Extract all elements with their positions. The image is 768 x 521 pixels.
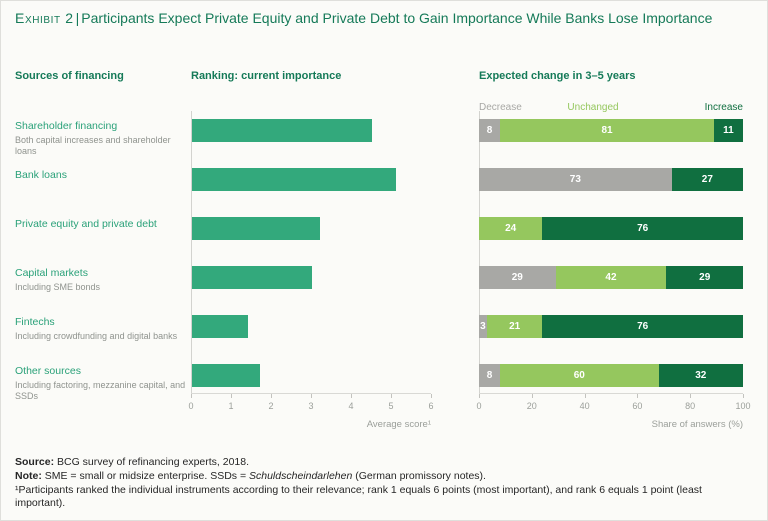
ranking-bar <box>192 217 320 240</box>
axis-tick-label: 20 <box>526 401 537 411</box>
axis-tick <box>431 394 432 398</box>
increase-segment: 11 <box>713 119 743 142</box>
unchanged-segment: 24 <box>479 217 543 240</box>
axis-tick-label: 3 <box>308 401 314 411</box>
axis-tick-label: 2 <box>268 401 274 411</box>
expected-chart: 8 81 11 73 27 24 76 29 42 29 3 21 76 8 60 32 0 20 40 60 80 10… <box>476 111 751 413</box>
axis-tick-label: 100 <box>735 401 751 411</box>
axis-tick <box>743 394 744 398</box>
source-name: Capital markets <box>15 267 88 279</box>
legend-increase: Increase <box>704 102 743 113</box>
source-description: Including factoring, mezzanine capital, … <box>15 380 186 401</box>
axis-tick <box>271 394 272 398</box>
source-name: Fintechs <box>15 316 55 328</box>
legend-decrease: Decrease <box>479 102 522 113</box>
increase-segment: 29 <box>666 266 743 289</box>
ranking-bar <box>192 315 248 338</box>
decrease-segment: 8 <box>479 119 501 142</box>
axis-tick-label: 80 <box>685 401 696 411</box>
source-name: Other sources <box>15 365 81 377</box>
note-label: Note: <box>15 469 42 482</box>
header-expected: Expected change in 3–5 years <box>479 70 636 82</box>
header-sources: Sources of financing <box>15 70 124 82</box>
increase-segment: 27 <box>671 168 743 191</box>
note-post: (German promissory notes). <box>355 469 486 482</box>
ranking-axis-label: Average score¹ <box>366 419 431 430</box>
axis-tick-label: 0 <box>476 401 482 411</box>
note-pre: SME = small or midsize enterprise. SSDs … <box>44 469 249 482</box>
header-ranking: Ranking: current importance <box>191 70 342 82</box>
increase-segment: 76 <box>542 217 743 240</box>
decrease-segment: 8 <box>479 364 501 387</box>
source-description: Both capital increases and shareholder l… <box>15 135 171 156</box>
legend-unchanged: Unchanged <box>567 102 619 113</box>
note-line: Note: SME = small or midsize enterprise.… <box>15 470 735 484</box>
source-description: Including crowdfunding and digital banks <box>15 331 178 341</box>
axis-tick-label: 4 <box>348 401 354 411</box>
axis-tick-label: 0 <box>188 401 194 411</box>
ranking-bar <box>192 168 396 191</box>
unchanged-segment: 21 <box>486 315 543 338</box>
ranking-bar <box>192 266 312 289</box>
axis-tick <box>479 394 480 398</box>
ranking-baseline <box>191 393 431 394</box>
ranking-bar <box>192 364 260 387</box>
ranking-chart: 0 1 2 3 4 5 6 <box>188 111 434 413</box>
expected-axis-label: Share of answers (%) <box>651 419 743 430</box>
source-name: Bank loans <box>15 169 67 181</box>
source-row: Other sources Including factoring, mezzan… <box>15 365 187 402</box>
decrease-segment: 3 <box>479 315 487 338</box>
source-name: Private equity and private debt <box>15 218 157 230</box>
axis-tick <box>311 394 312 398</box>
expected-axis-line <box>479 111 480 394</box>
unchanged-segment: 81 <box>500 119 714 142</box>
expected-baseline <box>479 393 743 394</box>
axis-tick <box>584 394 586 398</box>
axis-tick-label: 1 <box>228 401 234 411</box>
source-name: Shareholder financing <box>15 120 118 132</box>
decrease-segment: 73 <box>479 168 672 191</box>
footnotes: Source: BCG survey of refinancing expert… <box>15 456 735 511</box>
axis-tick-label: 5 <box>388 401 394 411</box>
axis-tick <box>231 394 232 398</box>
source-row: Bank loans <box>15 169 187 182</box>
axis-tick <box>351 394 352 398</box>
source-row: Capital markets Including SME bonds <box>15 267 187 293</box>
increase-segment: 76 <box>542 315 743 338</box>
ranking-axis-line <box>191 111 192 394</box>
unchanged-segment: 60 <box>500 364 659 387</box>
axis-tick-label: 40 <box>579 401 590 411</box>
axis-tick <box>391 394 392 398</box>
source-row: Fintechs Including crowdfunding and digit… <box>15 316 187 342</box>
source-row: Private equity and private debt <box>15 218 187 231</box>
note-italic: Schuldscheindarlehen <box>249 469 353 482</box>
axis-tick <box>531 394 533 398</box>
axis-tick-label: 60 <box>632 401 643 411</box>
rank-footnote: ¹Participants ranked the individual inst… <box>15 483 702 510</box>
axis-tick <box>191 394 192 398</box>
axis-tick <box>690 394 692 398</box>
source-label: Source: <box>15 456 55 468</box>
unchanged-segment: 42 <box>555 266 667 289</box>
ranking-bar <box>192 119 372 142</box>
exhibit-number: Exhibit 2 <box>15 10 74 26</box>
sources-list: Shareholder financing Both capital increa… <box>15 113 187 403</box>
title-text: Participants Expect Private Equity and P… <box>81 10 713 26</box>
axis-tick <box>637 394 639 398</box>
decrease-segment: 29 <box>479 266 556 289</box>
increase-segment: 32 <box>658 364 743 387</box>
title-separator: | <box>75 10 80 26</box>
axis-tick-label: 6 <box>428 401 434 411</box>
source-line: Source: BCG survey of refinancing expert… <box>15 456 735 470</box>
exhibit-title: Exhibit 2 | Participants Expect Private Eq… <box>15 8 741 29</box>
source-description: Including SME bonds <box>15 282 101 292</box>
source-text: BCG survey of refinancing experts, 2018. <box>57 456 250 468</box>
source-row: Shareholder financing Both capital increa… <box>15 120 187 157</box>
